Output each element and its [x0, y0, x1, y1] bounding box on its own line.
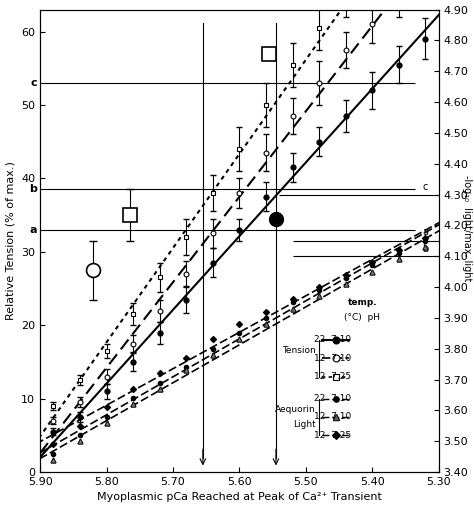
X-axis label: Myoplasmic pCa Reached at Peak of Ca²⁺ Transient: Myoplasmic pCa Reached at Peak of Ca²⁺ T… [97, 492, 382, 502]
Text: Tension: Tension [282, 346, 316, 356]
Text: 22  7.10: 22 7.10 [314, 335, 351, 344]
Text: 22  7.10: 22 7.10 [314, 394, 351, 403]
Text: c: c [30, 78, 37, 88]
Text: 12  7.25: 12 7.25 [314, 431, 351, 440]
Text: 12  7.10: 12 7.10 [314, 354, 351, 363]
Y-axis label: Relative Tension (% of max.): Relative Tension (% of max.) [6, 162, 16, 320]
Text: b: b [422, 244, 428, 254]
Text: a: a [29, 225, 37, 235]
Text: c: c [422, 182, 428, 193]
Text: (°C)  pH: (°C) pH [344, 312, 380, 322]
Text: temp.: temp. [347, 298, 377, 307]
Text: a: a [422, 227, 428, 237]
Text: -log₁₀  light/max. light: -log₁₀ light/max. light [462, 175, 472, 282]
Text: Aequorin: Aequorin [275, 405, 316, 414]
Text: b: b [29, 184, 37, 195]
Text: Light: Light [293, 420, 316, 429]
Text: 12  7.25: 12 7.25 [314, 372, 351, 381]
Text: 12  7.10: 12 7.10 [314, 412, 351, 422]
